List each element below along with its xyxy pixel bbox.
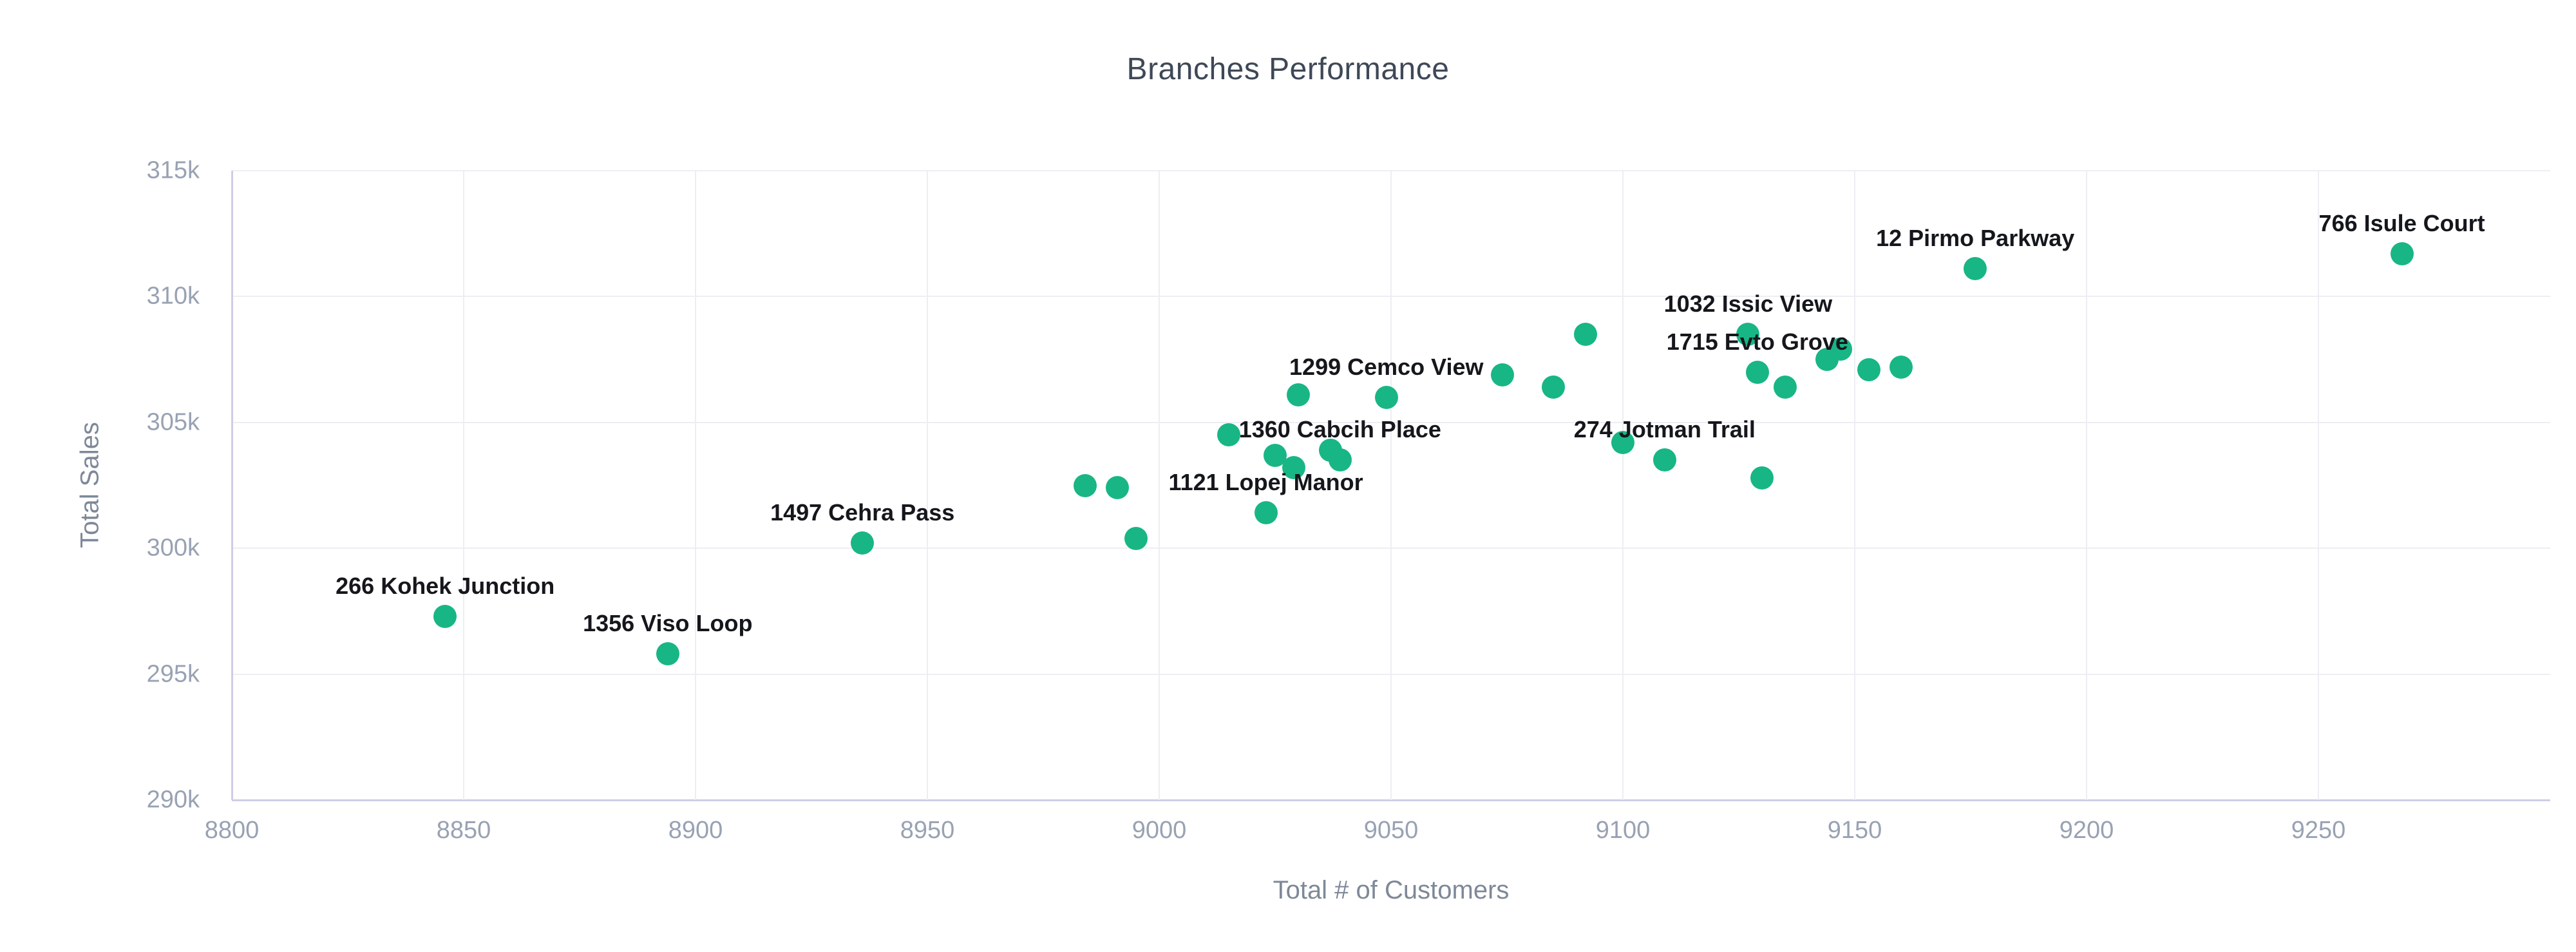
gridline-x-8900 [695,171,696,800]
scatter-point-1299-cemco-view[interactable] [1374,385,1398,409]
point-label-274-jotman-trail: 274 Jotman Trail [1573,416,1756,443]
scatter-point[interactable] [1287,383,1310,406]
scatter-point[interactable] [1124,526,1148,550]
y-axis-title: Total Sales [75,422,104,548]
y-tick-310k: 310k [146,282,200,310]
scatter-point[interactable] [1106,476,1130,500]
x-tick-8800: 8800 [204,817,260,844]
scatter-point[interactable] [1073,473,1097,497]
point-label-1121-lopej-manor: 1121 Lopej Manor [1168,469,1363,496]
gridline-x-8850 [463,171,464,800]
x-axis-title: Total # of Customers [1273,876,1510,904]
x-axis-line [232,799,2550,801]
x-tick-9050: 9050 [1363,817,1419,844]
gridline-x-9100 [1622,171,1624,800]
scatter-point[interactable] [1490,363,1514,386]
scatter-point-1715-evto-grove[interactable] [1745,360,1769,384]
scatter-point[interactable] [1857,357,1880,381]
scatter-point[interactable] [1217,423,1240,447]
scatter-point-12-pirmo-parkway[interactable] [1964,257,1987,281]
scatter-point[interactable] [1574,323,1598,347]
chart-title: Branches Performance [1126,52,1450,86]
point-label-1356-viso-loop: 1356 Viso Loop [583,610,753,637]
x-tick-9200: 9200 [2059,817,2114,844]
x-tick-9000: 9000 [1132,817,1187,844]
x-tick-9100: 9100 [1595,817,1651,844]
x-tick-9250: 9250 [2291,817,2346,844]
x-tick-8850: 8850 [436,817,491,844]
gridline-x-8950 [927,171,928,800]
point-label-1032-issic-view: 1032 Issic View [1663,290,1833,318]
scatter-point[interactable] [1542,376,1565,399]
x-tick-9150: 9150 [1827,817,1882,844]
gridline-x-9150 [1854,171,1855,800]
scatter-point[interactable] [1282,456,1305,480]
point-label-1360-cabcih-place: 1360 Cabcih Place [1238,416,1441,443]
point-label-266-kohek-junction: 266 Kohek Junction [336,572,555,599]
y-tick-295k: 295k [146,660,200,688]
scatter-point-274-jotman-trail[interactable] [1653,448,1676,472]
y-tick-315k: 315k [146,157,200,184]
scatter-point-1121-lopej-manor[interactable] [1254,501,1278,525]
point-label-1715-evto-grove: 1715 Evto Grove [1666,328,1848,355]
scatter-point[interactable] [1611,431,1634,455]
x-tick-8950: 8950 [900,817,955,844]
point-label-1497-cehra-pass: 1497 Cehra Pass [770,499,955,526]
x-tick-8900: 8900 [668,817,723,844]
scatter-point[interactable] [1889,355,1913,379]
scatter-point-1032-issic-view[interactable] [1736,323,1760,347]
y-tick-305k: 305k [146,408,200,436]
y-tick-300k: 300k [146,534,200,562]
point-label-1299-cemco-view: 1299 Cemco View [1289,353,1484,380]
scatter-point[interactable] [1829,338,1853,361]
scatter-point-1356-viso-loop[interactable] [656,642,679,666]
gridline-x-9250 [2318,171,2319,800]
gridline-x-9200 [2086,171,2087,800]
point-label-12-pirmo-parkway: 12 Pirmo Parkway [1876,225,2075,252]
gridline-x-9000 [1159,171,1160,800]
y-tick-290k: 290k [146,786,200,814]
scatter-point-1497-cehra-pass[interactable] [851,531,875,555]
scatter-point-766-isule-court[interactable] [2390,242,2414,265]
scatter-point-1360-cabcih-place[interactable] [1328,448,1352,472]
point-label-766-isule-court: 766 Isule Court [2318,209,2485,236]
gridline-x-9050 [1390,171,1392,800]
y-axis-line [231,171,233,800]
scatter-point-266-kohek-junction[interactable] [433,604,457,628]
scatter-point[interactable] [1750,466,1774,490]
scatter-point[interactable] [1774,376,1797,399]
